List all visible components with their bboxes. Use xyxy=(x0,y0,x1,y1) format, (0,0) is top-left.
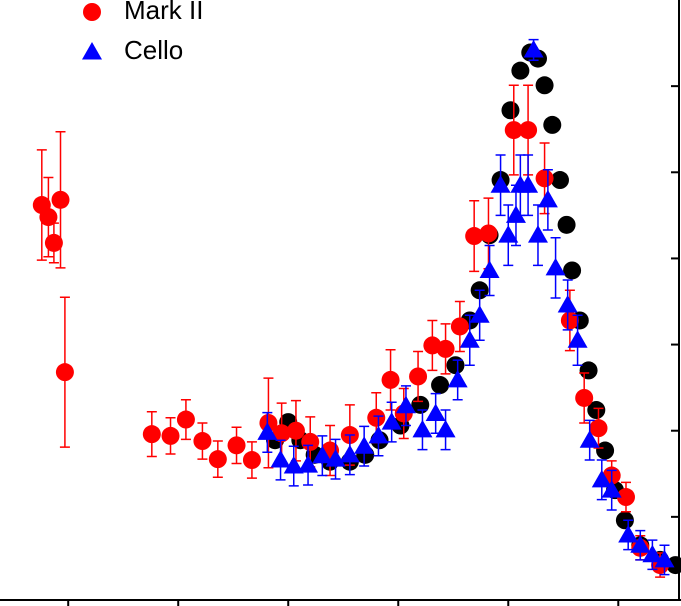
point xyxy=(242,451,261,470)
point xyxy=(550,171,569,190)
point xyxy=(436,339,455,358)
point xyxy=(412,419,433,438)
point xyxy=(579,430,600,448)
point xyxy=(560,311,579,330)
legend-label: Mark II xyxy=(124,0,203,25)
point xyxy=(381,412,402,430)
point xyxy=(459,330,480,348)
point xyxy=(498,225,519,243)
point xyxy=(501,101,520,120)
point xyxy=(523,39,544,58)
point xyxy=(446,356,465,375)
legend-label: Cello xyxy=(124,35,183,65)
point xyxy=(259,413,278,432)
point xyxy=(535,76,554,95)
point xyxy=(479,224,498,243)
point xyxy=(283,456,304,474)
point xyxy=(161,426,180,445)
point xyxy=(601,480,622,498)
point xyxy=(654,549,675,568)
point xyxy=(44,233,63,252)
point xyxy=(339,444,360,463)
point xyxy=(447,369,468,388)
point xyxy=(618,524,639,543)
point xyxy=(272,424,291,443)
point xyxy=(591,469,612,488)
point xyxy=(545,257,566,276)
point xyxy=(312,445,333,464)
point xyxy=(354,436,375,454)
point xyxy=(543,115,562,134)
point xyxy=(511,61,530,80)
point xyxy=(630,535,651,553)
point xyxy=(596,441,615,460)
point xyxy=(55,363,74,382)
point xyxy=(469,305,490,323)
point xyxy=(367,408,386,427)
point xyxy=(39,208,58,227)
point xyxy=(51,190,70,209)
point xyxy=(176,410,195,429)
point xyxy=(270,450,291,468)
point xyxy=(527,225,548,243)
point xyxy=(616,488,635,507)
point xyxy=(193,432,212,451)
point xyxy=(227,436,246,455)
point xyxy=(465,227,484,246)
legend-marker xyxy=(82,42,102,60)
point xyxy=(298,455,319,473)
point xyxy=(301,432,320,451)
point xyxy=(395,395,416,414)
point xyxy=(286,421,305,440)
point xyxy=(642,544,663,563)
point xyxy=(479,260,500,278)
point xyxy=(435,419,456,438)
point xyxy=(587,401,606,420)
point xyxy=(208,450,227,469)
point xyxy=(589,419,608,438)
point xyxy=(579,361,598,380)
point xyxy=(519,121,538,140)
point xyxy=(425,403,446,421)
point xyxy=(431,376,450,395)
point xyxy=(563,261,582,280)
point xyxy=(381,370,400,389)
point xyxy=(490,175,511,193)
point xyxy=(142,425,161,444)
point xyxy=(257,422,278,440)
point xyxy=(557,294,578,313)
point xyxy=(518,175,539,193)
point xyxy=(535,169,554,188)
point xyxy=(567,330,588,348)
point xyxy=(504,121,523,140)
point xyxy=(505,205,526,223)
point xyxy=(450,317,469,336)
point xyxy=(409,367,428,386)
legend-marker xyxy=(83,3,101,21)
point xyxy=(575,388,594,407)
point xyxy=(557,215,576,234)
point xyxy=(368,425,389,444)
point xyxy=(537,189,558,208)
